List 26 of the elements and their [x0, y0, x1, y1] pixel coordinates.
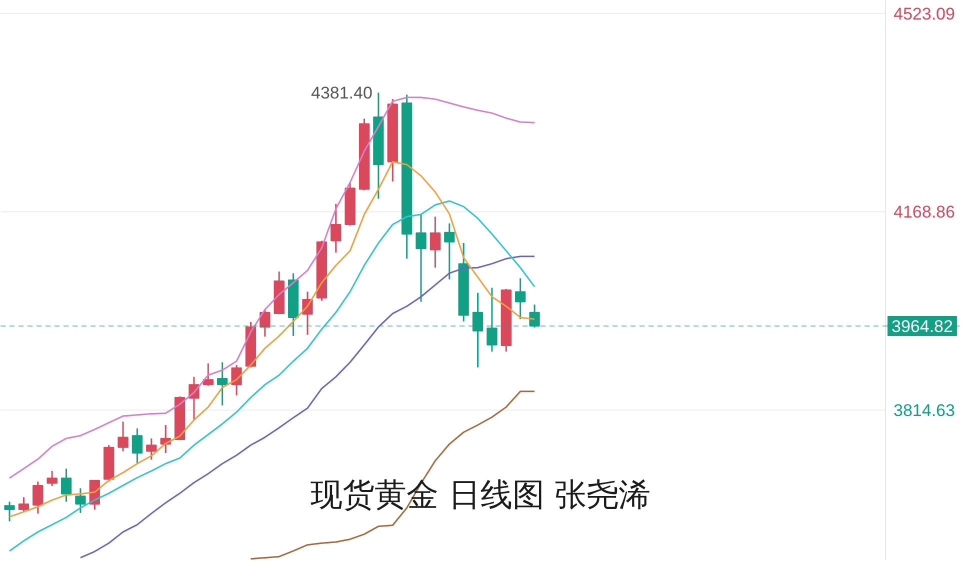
- candlestick: [330, 203, 342, 254]
- candlestick: [32, 480, 44, 514]
- candlestick: [416, 214, 426, 303]
- candlestick: [132, 428, 143, 464]
- candlestick: [260, 308, 270, 338]
- candlestick: [444, 222, 455, 280]
- candlestick: [202, 362, 214, 387]
- y-tick-label: 4523.09: [894, 4, 955, 24]
- candlestick: [118, 420, 128, 452]
- candlestick: [75, 488, 86, 514]
- candlestick: [146, 438, 157, 460]
- y-tick-label: 3814.63: [894, 401, 955, 420]
- candlestick: [60, 468, 72, 502]
- candlestick: [486, 287, 498, 352]
- candlestick: [231, 364, 242, 396]
- y-tick-label: 4168.86: [894, 202, 955, 222]
- candlestick: [46, 470, 58, 487]
- candlestick: [529, 304, 540, 328]
- candlestick: [472, 292, 484, 368]
- candlestick: [4, 500, 15, 522]
- candlestick: [217, 362, 228, 406]
- candlestick: [430, 216, 441, 268]
- annotation: 4381.40: [310, 84, 372, 103]
- candlestick: [515, 278, 526, 320]
- candlestick: [18, 496, 30, 513]
- ref-line-label: 3964.82: [892, 316, 953, 336]
